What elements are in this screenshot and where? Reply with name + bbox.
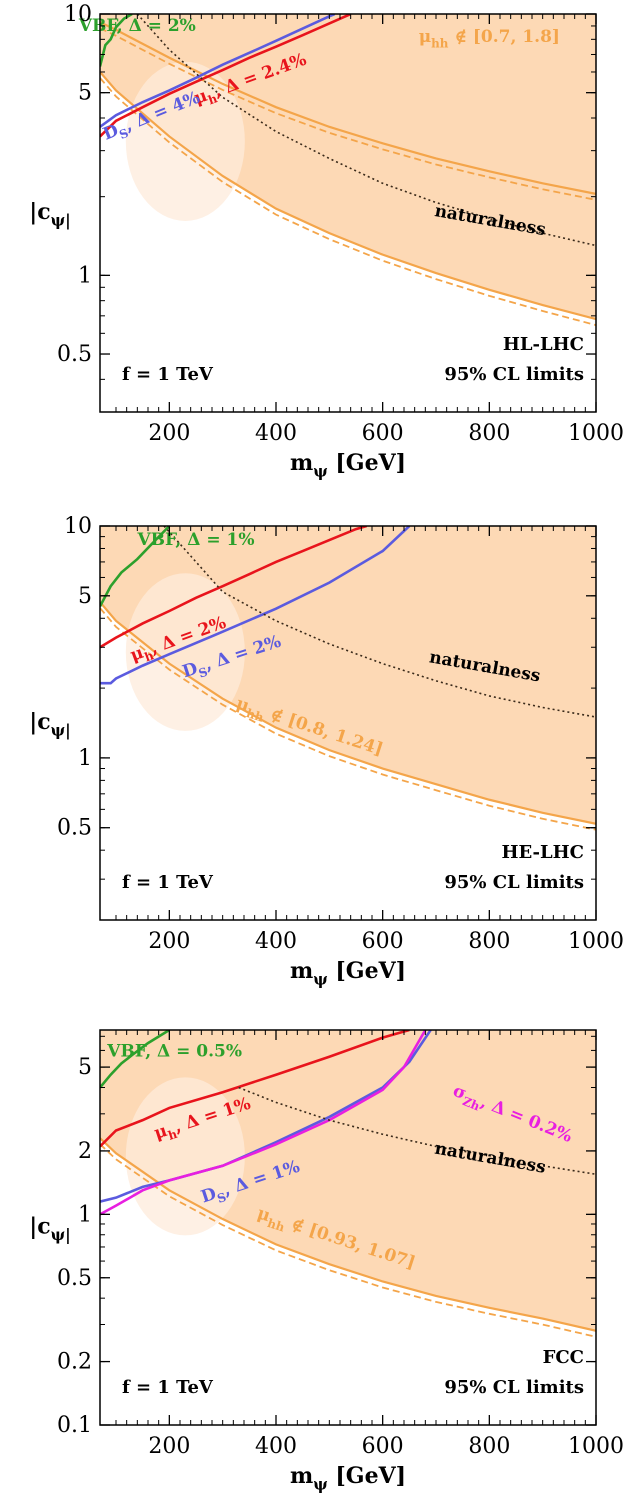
plot-area	[100, 14, 596, 326]
cl-label: 95% CL limits	[444, 872, 584, 893]
series-line-2	[100, 14, 336, 128]
y-tick-label: 1	[78, 263, 92, 288]
mu-hh-boundary-dashed-0	[100, 607, 596, 831]
series-line-3	[100, 1030, 427, 1216]
mu-hh-boundary-0	[100, 601, 596, 825]
allowed-island	[125, 573, 245, 731]
series-line-2	[100, 526, 411, 685]
x-tick-label: 400	[255, 1434, 297, 1459]
series-label-0: VBF, Δ = 0.5%	[106, 1042, 242, 1062]
x-tick-label: 600	[362, 929, 404, 954]
plot-frame	[99, 13, 597, 413]
y-tick-label: 5	[78, 584, 92, 609]
collider-label: HL-LHC	[503, 334, 584, 355]
x-tick-label: 600	[362, 421, 404, 446]
y-axis-label: |cψ|	[29, 199, 71, 230]
y-tick-label: 5	[78, 81, 92, 106]
y-tick-label: 0.5	[57, 342, 92, 367]
x-tick-label: 1000	[568, 421, 624, 446]
y-tick-label: 5	[78, 1055, 92, 1080]
mu-hh-boundary-0	[100, 71, 596, 321]
series-line-4	[238, 1086, 596, 1176]
plot-area	[100, 526, 596, 831]
mu-hh-boundary-dashed-1	[100, 27, 596, 201]
mu-hh-boundary-0	[100, 1137, 596, 1332]
x-tick-label: 400	[255, 929, 297, 954]
x-tick-label: 800	[468, 1434, 510, 1459]
cl-label: 95% CL limits	[444, 1377, 584, 1398]
series-line-3	[136, 14, 596, 247]
y-tick-label: 0.1	[57, 1413, 92, 1438]
series-label-0: VBF, Δ = 1%	[136, 530, 254, 550]
x-tick-label: 800	[468, 929, 510, 954]
x-tick-label: 1000	[568, 929, 624, 954]
mu-hh-boundary-dashed-0	[100, 77, 596, 326]
x-tick-label: 800	[468, 421, 510, 446]
plot-frame	[99, 1029, 597, 1426]
panel-hl-lhc: VBF, Δ = 2%μh, Δ = 2.4%DS, Δ = 4%natural…	[29, 2, 624, 481]
x-tick-label: 200	[148, 1434, 190, 1459]
plot-area	[100, 1030, 596, 1338]
x-tick-label: 200	[148, 929, 190, 954]
y-tick-label: 0.5	[57, 1266, 92, 1291]
y-axis-label: |cψ|	[29, 1214, 71, 1245]
x-axis-label: mψ [GeV]	[290, 958, 406, 989]
f-label: f = 1 TeV	[122, 872, 214, 893]
x-axis-label: mψ [GeV]	[290, 1463, 406, 1494]
panel-fcc: VBF, Δ = 0.5%μh, Δ = 1%DS, Δ = 1%σZh, Δ …	[29, 1029, 624, 1494]
y-tick-label: 1	[78, 746, 92, 771]
plot-frame	[99, 525, 597, 921]
y-tick-label: 2	[78, 1139, 92, 1164]
collider-label: HE-LHC	[501, 842, 584, 863]
series-line-0	[100, 14, 133, 67]
y-tick-label: 0.2	[57, 1350, 92, 1375]
f-label: f = 1 TeV	[122, 1377, 214, 1398]
series-label-4: μhh ∉ [0.7, 1.8]	[419, 27, 560, 50]
x-axis-label: mψ [GeV]	[290, 450, 406, 481]
x-tick-label: 400	[255, 421, 297, 446]
allowed-island	[125, 1077, 245, 1236]
series-line-1	[100, 1030, 410, 1148]
y-tick-label: 0.5	[57, 816, 92, 841]
series-line-3	[163, 526, 596, 718]
y-tick-label: 10	[64, 514, 92, 539]
series-label-0: VBF, Δ = 2%	[78, 16, 196, 36]
series-line-1	[100, 14, 352, 138]
mu-hh-boundary-1	[100, 21, 596, 195]
f-label: f = 1 TeV	[122, 364, 214, 385]
series-line-0	[100, 526, 171, 608]
x-tick-label: 200	[148, 421, 190, 446]
series-line-0	[100, 1030, 171, 1089]
x-tick-label: 1000	[568, 1434, 624, 1459]
panel-he-lhc: VBF, Δ = 1%μh, Δ = 2%DS, Δ = 2% naturalne…	[29, 514, 624, 989]
y-tick-label: 10	[64, 2, 92, 27]
collider-label: FCC	[543, 1347, 584, 1368]
series-line-1	[100, 526, 368, 649]
y-tick-label: 1	[78, 1202, 92, 1227]
cl-label: 95% CL limits	[444, 364, 584, 385]
y-axis-label: |cψ|	[29, 709, 71, 740]
x-tick-label: 600	[362, 1434, 404, 1459]
